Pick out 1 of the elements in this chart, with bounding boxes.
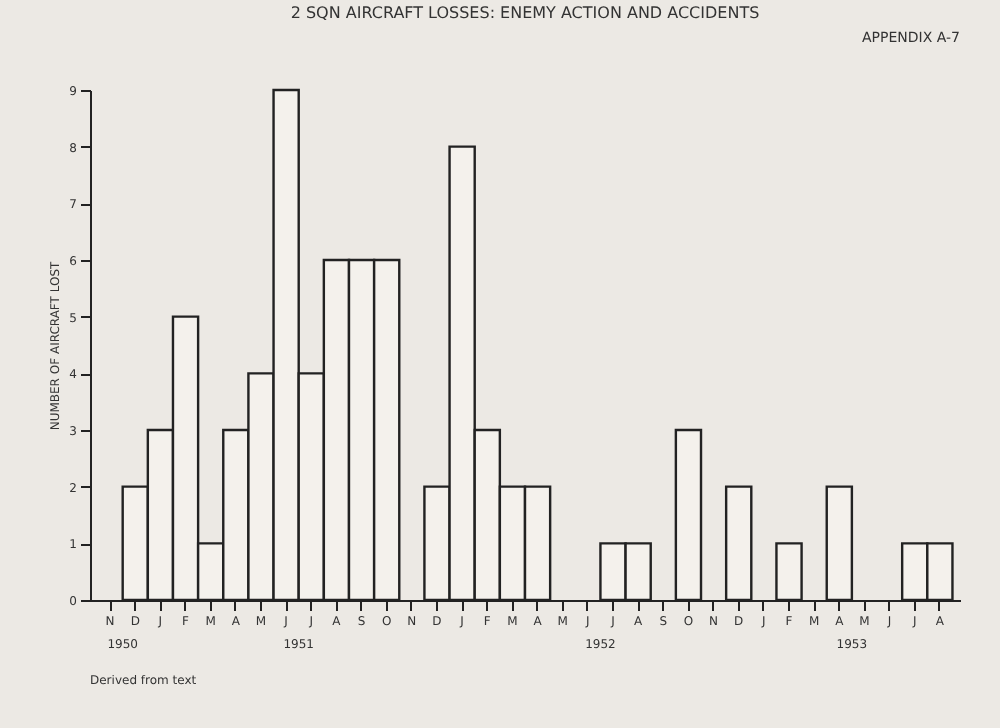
chart-title: 2 SQN AIRCRAFT LOSSES: ENEMY ACTION AND ACCIDENTS <box>290 4 760 22</box>
